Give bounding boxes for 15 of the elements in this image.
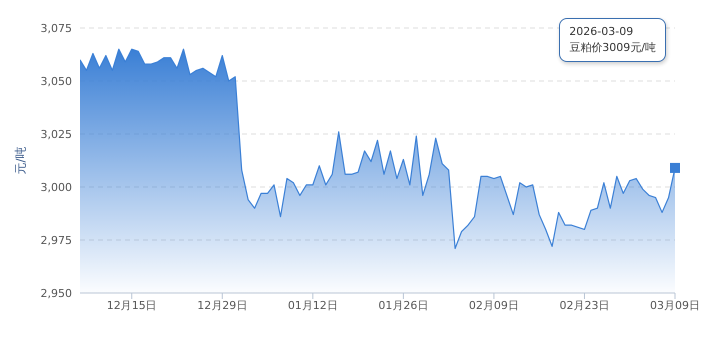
y-tick-label: 3,025 — [40, 128, 72, 141]
y-tick-label: 3,000 — [40, 180, 72, 194]
x-tick-label: 03月09日 — [650, 298, 700, 312]
annotation: 2026-03-09 豆粕价3009元/吨 — [569, 24, 656, 56]
y-tick-label: 2,950 — [40, 286, 72, 300]
y-tick-label: 3,075 — [40, 22, 72, 35]
x-tick-label: 01月26日 — [378, 298, 428, 312]
x-tick-label: 12月29日 — [197, 298, 248, 312]
y-axis-title: 元/吨 — [13, 146, 28, 175]
y-tick-label: 3,050 — [40, 74, 72, 88]
x-tick-label: 12月15日 — [106, 298, 157, 312]
x-tick-label: 01月12日 — [288, 298, 338, 312]
x-tick-label: 02月23日 — [559, 298, 610, 312]
x-tick-label: 02月09日 — [468, 298, 519, 312]
y-tick-label: 2,975 — [40, 234, 72, 247]
